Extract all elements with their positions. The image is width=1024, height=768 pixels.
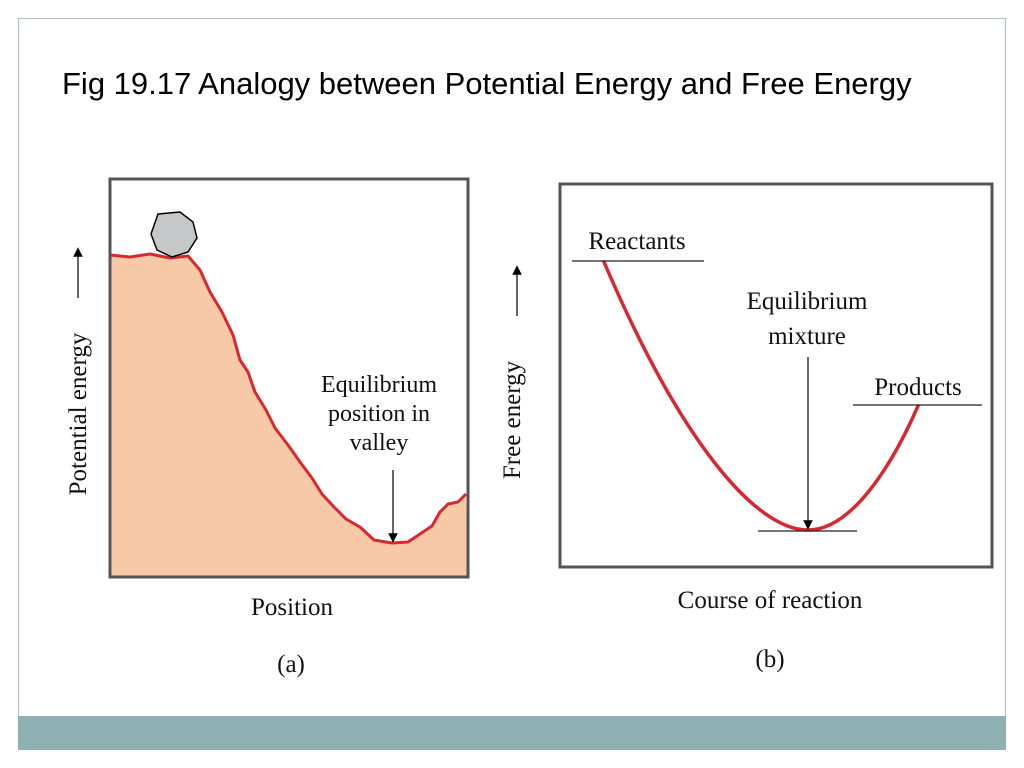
equilibrium-mixture-label-line2: mixture — [768, 323, 846, 350]
reactants-label: Reactants — [588, 228, 685, 255]
products-label: Products — [874, 374, 962, 401]
panel-b-frame — [558, 182, 994, 569]
panel-a: Equilibrium position in valley Potential… — [65, 177, 470, 678]
free-energy-axis-label: Free energy — [499, 360, 526, 479]
potential-energy-axis-label: Potential energy — [65, 332, 92, 495]
panel-b-y-axis: Free energy — [499, 265, 526, 479]
equilibrium-position-label-line3: valley — [350, 430, 409, 456]
position-axis-label: Position — [251, 594, 333, 621]
slide-title: Fig 19.17 Analogy between Potential Ener… — [62, 66, 912, 101]
boulder — [150, 211, 198, 258]
footer-bar — [18, 716, 1006, 750]
equilibrium-position-label-line2: position in — [328, 401, 430, 427]
panel-b-caption: (b) — [755, 646, 784, 673]
panel-a-frame — [108, 177, 470, 579]
panel-a-y-axis: Potential energy — [65, 247, 92, 495]
hill-fill — [110, 254, 468, 577]
hill-curve — [109, 252, 468, 545]
panel-b: Reactants Products Equilibrium mixture F… — [499, 182, 994, 673]
equilibrium-mixture-label-line1: Equilibrium — [747, 288, 868, 315]
panel-a-caption: (a) — [277, 651, 305, 678]
equilibrium-position-label-line1: Equilibrium — [321, 372, 437, 398]
free-energy-curve — [602, 260, 920, 532]
course-of-reaction-axis-label: Course of reaction — [678, 587, 863, 614]
